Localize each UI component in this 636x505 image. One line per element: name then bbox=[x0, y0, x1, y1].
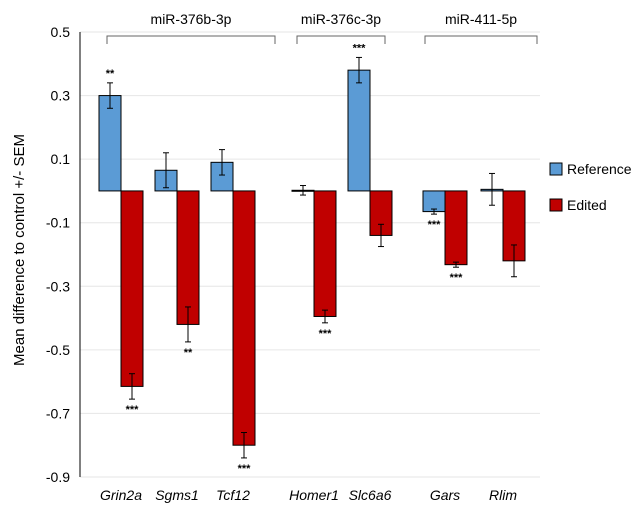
bar-edited bbox=[444, 190, 468, 266]
y-tick-label: -0.1 bbox=[46, 215, 70, 231]
significance-label: *** bbox=[319, 328, 333, 340]
group-bracket bbox=[296, 35, 386, 44]
group-label: miR-376b-3p bbox=[151, 11, 232, 27]
gridlines bbox=[80, 31, 540, 478]
group-bracket bbox=[424, 35, 538, 44]
bar-edited bbox=[313, 190, 337, 317]
group-bracket bbox=[106, 35, 276, 44]
significance-label: ** bbox=[184, 347, 193, 359]
y-tick-label: 0.3 bbox=[51, 88, 71, 104]
y-tick-label: 0.5 bbox=[51, 24, 71, 40]
y-tick-label: -0.9 bbox=[46, 469, 70, 485]
axes bbox=[79, 32, 538, 477]
bar-reference bbox=[422, 190, 446, 213]
legend-label: Reference bbox=[567, 161, 632, 177]
x-tick-label: Homer1 bbox=[289, 487, 339, 503]
bar-reference bbox=[98, 95, 122, 192]
group-label: miR-376c-3p bbox=[301, 11, 381, 27]
bar-reference bbox=[347, 69, 371, 192]
significance-label: *** bbox=[353, 42, 367, 54]
x-tick-label: Grin2a bbox=[100, 487, 142, 503]
y-axis-title: Mean difference to control +/- SEM bbox=[11, 134, 28, 366]
y-tick-label: -0.5 bbox=[46, 342, 70, 358]
x-tick-label: Gars bbox=[430, 487, 460, 503]
legend-swatch bbox=[549, 198, 563, 212]
labels: 0.50.30.1-0.1-0.3-0.5-0.7-0.9*****Grin2a… bbox=[46, 11, 517, 503]
x-tick-label: Sgms1 bbox=[155, 487, 199, 503]
x-tick-label: Rlim bbox=[489, 487, 517, 503]
y-tick-label: -0.7 bbox=[46, 405, 70, 421]
x-tick-label: Tcf12 bbox=[216, 487, 250, 503]
bar-edited bbox=[120, 190, 144, 387]
significance-label: *** bbox=[126, 404, 140, 416]
legend-swatch bbox=[549, 162, 563, 176]
y-tick-label: 0.1 bbox=[51, 151, 71, 167]
group-label: miR-411-5p bbox=[445, 11, 517, 27]
bar-edited bbox=[232, 190, 256, 446]
significance-label: *** bbox=[428, 219, 442, 231]
legend-label: Edited bbox=[567, 197, 607, 213]
significance-label: *** bbox=[238, 463, 252, 475]
y-tick-label: -0.3 bbox=[46, 278, 70, 294]
significance-label: *** bbox=[450, 272, 464, 284]
significance-label: ** bbox=[106, 68, 115, 80]
x-tick-label: Slc6a6 bbox=[349, 487, 392, 503]
legend: Reference Edited bbox=[549, 161, 632, 213]
bars bbox=[98, 56, 526, 459]
bar-edited bbox=[176, 190, 200, 325]
